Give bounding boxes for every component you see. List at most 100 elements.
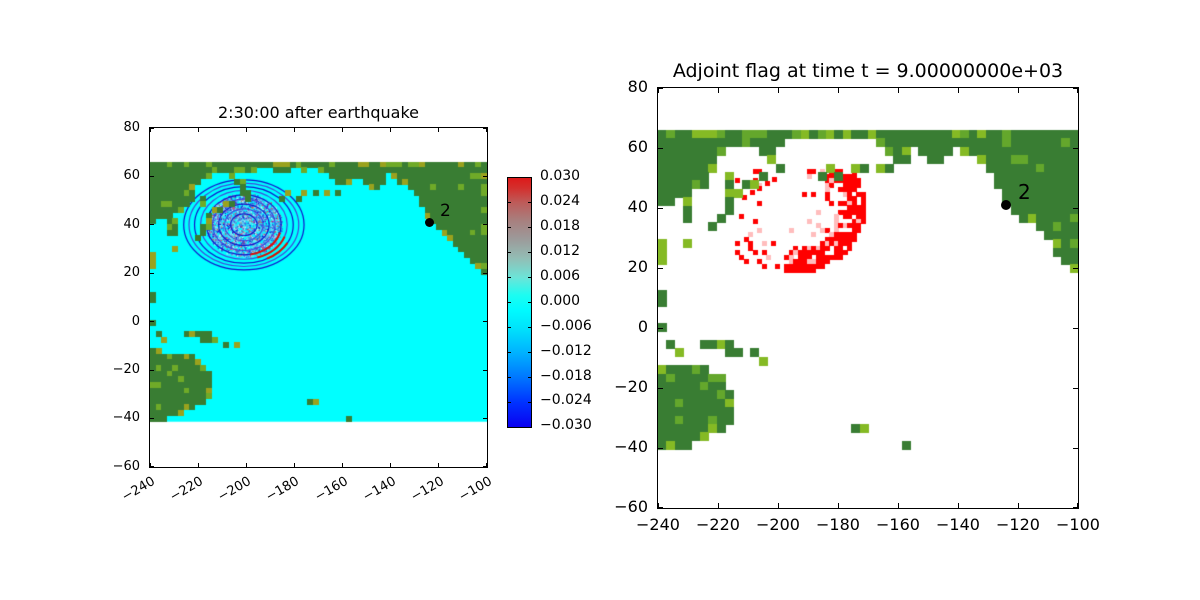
colorbar-tick [528, 376, 531, 378]
colorbar-tick [508, 252, 511, 254]
x-tick [837, 88, 839, 93]
y-tick [1073, 207, 1078, 209]
xtick-label: −160 [876, 515, 920, 534]
colorbar [507, 177, 532, 428]
x-tick [717, 88, 719, 93]
xtick-label: −120 [996, 515, 1040, 534]
y-tick [1073, 387, 1078, 389]
y-tick [150, 418, 154, 420]
y-tick [658, 387, 663, 389]
x-tick [438, 463, 440, 467]
xtick-label: −220 [696, 515, 740, 534]
x-tick [245, 128, 247, 132]
xtick-label: −120 [408, 474, 447, 505]
x-tick [438, 128, 440, 132]
left-plot-axes [149, 127, 488, 468]
colorbar-tick [508, 227, 511, 229]
colorbar-tick-label: −0.012 [540, 342, 592, 359]
xtick-label: −200 [215, 474, 255, 505]
colorbar-tick-label: −0.030 [540, 417, 592, 434]
xtick-label: −160 [311, 474, 351, 505]
y-tick [150, 466, 154, 467]
xtick-label: −240 [636, 515, 680, 534]
y-tick [658, 207, 663, 209]
ytick-label: 0 [131, 313, 140, 329]
x-tick [390, 463, 392, 467]
y-tick [1073, 327, 1078, 329]
y-tick [483, 466, 487, 467]
x-tick [197, 128, 199, 132]
ytick-label: 40 [123, 216, 140, 232]
x-tick [342, 463, 344, 467]
x-tick [245, 463, 247, 467]
y-tick [483, 321, 487, 323]
y-tick [1073, 447, 1078, 449]
ytick-label: 80 [123, 119, 140, 135]
x-tick [293, 463, 295, 467]
left-plot-title: 2:30:00 after earthquake [218, 103, 419, 122]
ytick-label: 60 [123, 168, 140, 184]
x-tick [897, 503, 899, 508]
ytick-label: 20 [123, 265, 140, 281]
colorbar-tick [528, 302, 531, 303]
xtick-label: −180 [263, 474, 303, 505]
gauge-2-marker-left [425, 218, 434, 227]
y-tick [483, 128, 487, 129]
y-tick [1073, 147, 1078, 149]
colorbar-tick [528, 401, 531, 403]
y-tick [1073, 88, 1078, 89]
ytick-label: −60 [614, 497, 648, 517]
x-tick [717, 503, 719, 508]
colorbar-tick-label: −0.018 [540, 367, 592, 384]
colorbar-tick [528, 277, 531, 279]
x-tick [957, 503, 959, 508]
y-tick [658, 507, 663, 508]
colorbar-tick-label: 0.024 [540, 193, 581, 210]
x-tick [342, 128, 344, 132]
y-tick [658, 447, 663, 449]
ytick-label: −40 [614, 437, 648, 457]
colorbar-tick [508, 326, 511, 328]
xtick-label: −100 [1056, 515, 1100, 534]
x-tick [1017, 503, 1019, 508]
colorbar-tick-label: 0.030 [540, 168, 581, 185]
y-tick [658, 88, 663, 89]
x-tick [658, 88, 659, 93]
y-tick [658, 147, 663, 149]
right-map-canvas [658, 88, 1078, 508]
xtick-label: −140 [360, 474, 399, 505]
y-tick [150, 175, 154, 177]
ytick-label: −20 [614, 377, 648, 397]
colorbar-tick-label: 0.018 [540, 218, 581, 235]
colorbar-tick-label: 0.006 [540, 267, 581, 284]
ytick-label: −20 [112, 361, 140, 377]
x-tick [777, 88, 779, 93]
xtick-label: −200 [756, 515, 800, 534]
y-tick [150, 128, 154, 129]
colorbar-tick-label: 0.000 [540, 292, 581, 309]
x-tick [957, 88, 959, 93]
xtick-label: −100 [456, 474, 495, 505]
x-tick [1017, 88, 1019, 93]
y-tick [150, 369, 154, 371]
x-tick [658, 503, 659, 508]
y-tick [658, 327, 663, 329]
y-tick [483, 418, 487, 420]
colorbar-tick [528, 227, 531, 229]
gauge-2-label-left: 2 [440, 201, 451, 221]
colorbar-tick [508, 351, 511, 353]
ytick-label: −60 [112, 458, 140, 474]
xtick-label: −140 [936, 515, 980, 534]
y-tick [483, 272, 487, 274]
left-map-canvas [150, 128, 487, 467]
y-tick [483, 175, 487, 177]
colorbar-tick [528, 326, 531, 328]
y-tick [150, 272, 154, 274]
x-tick [777, 503, 779, 508]
ytick-label: 60 [627, 137, 648, 157]
gauge-2-marker-right [1001, 200, 1011, 210]
colorbar-tick [528, 202, 531, 204]
xtick-label: −220 [167, 474, 206, 505]
ytick-label: 80 [627, 77, 648, 97]
